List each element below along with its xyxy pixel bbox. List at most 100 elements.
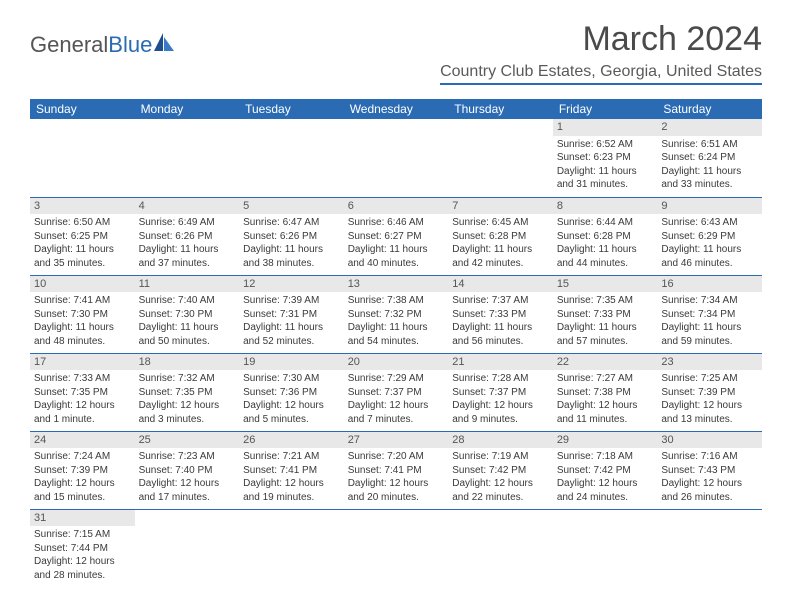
day-number: 28 [448, 432, 553, 449]
calendar-cell [448, 119, 553, 197]
daylight-text: Daylight: 12 hours and 15 minutes. [34, 477, 131, 504]
calendar-cell: 31Sunrise: 7:15 AMSunset: 7:44 PMDayligh… [30, 509, 135, 587]
calendar-cell [135, 509, 240, 587]
daylight-text: Daylight: 11 hours and 57 minutes. [557, 321, 654, 348]
day-number: 21 [448, 354, 553, 371]
calendar-cell: 22Sunrise: 7:27 AMSunset: 7:38 PMDayligh… [553, 353, 658, 431]
daylight-text: Daylight: 12 hours and 3 minutes. [139, 399, 236, 426]
calendar-table: SundayMondayTuesdayWednesdayThursdayFrid… [30, 99, 762, 587]
sunset-text: Sunset: 7:30 PM [34, 308, 131, 322]
sunrise-text: Sunrise: 7:29 AM [348, 372, 445, 386]
sunset-text: Sunset: 7:32 PM [348, 308, 445, 322]
day-number: 6 [344, 198, 449, 215]
daylight-text: Daylight: 12 hours and 20 minutes. [348, 477, 445, 504]
daylight-text: Daylight: 11 hours and 59 minutes. [661, 321, 758, 348]
day-header: Friday [553, 99, 658, 119]
sunset-text: Sunset: 7:44 PM [34, 542, 131, 556]
daylight-text: Daylight: 12 hours and 9 minutes. [452, 399, 549, 426]
sunset-text: Sunset: 7:30 PM [139, 308, 236, 322]
day-number: 24 [30, 432, 135, 449]
sunset-text: Sunset: 7:43 PM [661, 464, 758, 478]
calendar-cell: 5Sunrise: 6:47 AMSunset: 6:26 PMDaylight… [239, 197, 344, 275]
sunrise-text: Sunrise: 6:43 AM [661, 216, 758, 230]
sunrise-text: Sunrise: 7:27 AM [557, 372, 654, 386]
daylight-text: Daylight: 12 hours and 19 minutes. [243, 477, 340, 504]
day-number: 19 [239, 354, 344, 371]
calendar-cell: 1Sunrise: 6:52 AMSunset: 6:23 PMDaylight… [553, 119, 658, 197]
sunrise-text: Sunrise: 7:40 AM [139, 294, 236, 308]
sunset-text: Sunset: 7:40 PM [139, 464, 236, 478]
sunrise-text: Sunrise: 7:37 AM [452, 294, 549, 308]
daylight-text: Daylight: 11 hours and 44 minutes. [557, 243, 654, 270]
sunrise-text: Sunrise: 7:21 AM [243, 450, 340, 464]
day-number: 22 [553, 354, 658, 371]
sunrise-text: Sunrise: 7:18 AM [557, 450, 654, 464]
sunrise-text: Sunrise: 7:23 AM [139, 450, 236, 464]
day-number: 18 [135, 354, 240, 371]
calendar-cell: 4Sunrise: 6:49 AMSunset: 6:26 PMDaylight… [135, 197, 240, 275]
day-number: 16 [657, 276, 762, 293]
sunrise-text: Sunrise: 7:38 AM [348, 294, 445, 308]
daylight-text: Daylight: 12 hours and 22 minutes. [452, 477, 549, 504]
day-header: Monday [135, 99, 240, 119]
daylight-text: Daylight: 11 hours and 35 minutes. [34, 243, 131, 270]
daylight-text: Daylight: 12 hours and 24 minutes. [557, 477, 654, 504]
calendar-cell [657, 509, 762, 587]
sunset-text: Sunset: 7:38 PM [557, 386, 654, 400]
daylight-text: Daylight: 11 hours and 31 minutes. [557, 165, 654, 192]
calendar-cell: 19Sunrise: 7:30 AMSunset: 7:36 PMDayligh… [239, 353, 344, 431]
day-number: 4 [135, 198, 240, 215]
sunrise-text: Sunrise: 7:41 AM [34, 294, 131, 308]
calendar-cell: 15Sunrise: 7:35 AMSunset: 7:33 PMDayligh… [553, 275, 658, 353]
daylight-text: Daylight: 11 hours and 42 minutes. [452, 243, 549, 270]
sunset-text: Sunset: 7:41 PM [348, 464, 445, 478]
sunset-text: Sunset: 6:25 PM [34, 230, 131, 244]
calendar-cell: 13Sunrise: 7:38 AMSunset: 7:32 PMDayligh… [344, 275, 449, 353]
calendar-cell: 18Sunrise: 7:32 AMSunset: 7:35 PMDayligh… [135, 353, 240, 431]
sunset-text: Sunset: 6:26 PM [139, 230, 236, 244]
day-number: 8 [553, 198, 658, 215]
calendar-cell [553, 509, 658, 587]
calendar-cell: 28Sunrise: 7:19 AMSunset: 7:42 PMDayligh… [448, 431, 553, 509]
daylight-text: Daylight: 11 hours and 46 minutes. [661, 243, 758, 270]
sunset-text: Sunset: 7:42 PM [452, 464, 549, 478]
sunset-text: Sunset: 7:31 PM [243, 308, 340, 322]
daylight-text: Daylight: 12 hours and 28 minutes. [34, 555, 131, 582]
sunrise-text: Sunrise: 7:28 AM [452, 372, 549, 386]
calendar-cell: 10Sunrise: 7:41 AMSunset: 7:30 PMDayligh… [30, 275, 135, 353]
calendar-cell: 12Sunrise: 7:39 AMSunset: 7:31 PMDayligh… [239, 275, 344, 353]
calendar-cell: 14Sunrise: 7:37 AMSunset: 7:33 PMDayligh… [448, 275, 553, 353]
calendar-cell [344, 119, 449, 197]
calendar-cell [344, 509, 449, 587]
calendar-cell: 3Sunrise: 6:50 AMSunset: 6:25 PMDaylight… [30, 197, 135, 275]
daylight-text: Daylight: 11 hours and 48 minutes. [34, 321, 131, 348]
sunrise-text: Sunrise: 7:16 AM [661, 450, 758, 464]
calendar-week-row: 1Sunrise: 6:52 AMSunset: 6:23 PMDaylight… [30, 119, 762, 197]
sunrise-text: Sunrise: 7:32 AM [139, 372, 236, 386]
day-number: 1 [553, 119, 658, 136]
sunset-text: Sunset: 7:37 PM [348, 386, 445, 400]
logo-sail-icon [154, 33, 176, 58]
calendar-cell: 23Sunrise: 7:25 AMSunset: 7:39 PMDayligh… [657, 353, 762, 431]
calendar-week-row: 3Sunrise: 6:50 AMSunset: 6:25 PMDaylight… [30, 197, 762, 275]
logo-text-part2: Blue [108, 32, 152, 58]
calendar-cell [30, 119, 135, 197]
sunrise-text: Sunrise: 7:19 AM [452, 450, 549, 464]
sunset-text: Sunset: 6:28 PM [557, 230, 654, 244]
logo: GeneralBlue [30, 32, 176, 58]
daylight-text: Daylight: 12 hours and 13 minutes. [661, 399, 758, 426]
day-number: 15 [553, 276, 658, 293]
daylight-text: Daylight: 11 hours and 40 minutes. [348, 243, 445, 270]
calendar-cell: 21Sunrise: 7:28 AMSunset: 7:37 PMDayligh… [448, 353, 553, 431]
header: GeneralBlue March 2024 Country Club Esta… [0, 0, 792, 93]
daylight-text: Daylight: 12 hours and 5 minutes. [243, 399, 340, 426]
daylight-text: Daylight: 11 hours and 33 minutes. [661, 165, 758, 192]
sunrise-text: Sunrise: 7:20 AM [348, 450, 445, 464]
day-number: 3 [30, 198, 135, 215]
day-number: 12 [239, 276, 344, 293]
calendar-cell: 30Sunrise: 7:16 AMSunset: 7:43 PMDayligh… [657, 431, 762, 509]
sunrise-text: Sunrise: 6:52 AM [557, 138, 654, 152]
day-number: 11 [135, 276, 240, 293]
day-number: 31 [30, 510, 135, 527]
sunset-text: Sunset: 6:29 PM [661, 230, 758, 244]
